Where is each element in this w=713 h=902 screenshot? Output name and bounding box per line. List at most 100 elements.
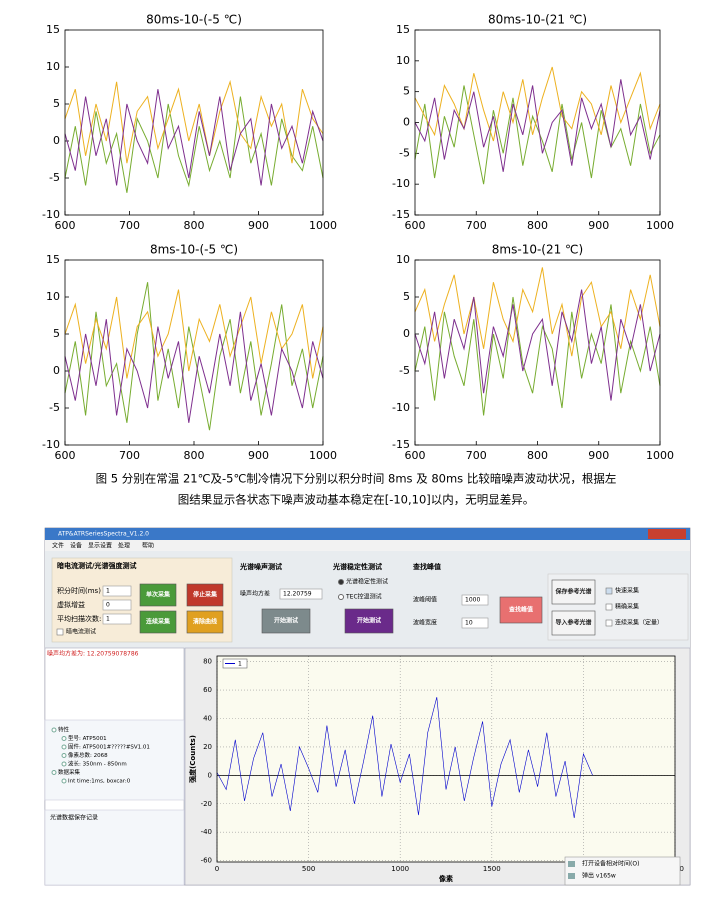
chart-title: 8ms-10-(21 ℃) xyxy=(492,243,583,257)
y-tick-label: -5 xyxy=(49,401,60,414)
label: 光谱噪声测试 xyxy=(239,562,282,571)
menu-item: 文件 xyxy=(52,542,64,550)
series-line xyxy=(414,296,661,416)
title-bar xyxy=(45,528,690,540)
value-box xyxy=(279,588,323,600)
tree-item: 数据采集 xyxy=(58,768,81,776)
context-menu-item: 弹出 v165w xyxy=(582,872,616,880)
button[interactable] xyxy=(139,583,177,607)
checkbox[interactable] xyxy=(605,587,613,595)
x-tick-label: 500 xyxy=(302,865,315,873)
button[interactable] xyxy=(186,610,224,634)
label: 快速采集 xyxy=(615,587,639,595)
checkbox[interactable] xyxy=(56,628,64,636)
button[interactable] xyxy=(261,608,311,634)
label: 暗电流测试/光谱强度测试 xyxy=(57,561,137,570)
button-label: 查找峰值 xyxy=(508,606,533,614)
button-label: 开始测试 xyxy=(357,617,381,625)
button[interactable] xyxy=(551,610,596,636)
checkbox[interactable] xyxy=(605,619,613,627)
tree-node[interactable] xyxy=(61,744,67,750)
button[interactable] xyxy=(186,583,224,607)
noise-result: 噪声均方差为: 12.20759078786 xyxy=(47,650,139,658)
y-tick-label: 10 xyxy=(396,253,410,266)
window-title: ATP&ATRSeriesSpectra_V1.2.0 xyxy=(58,531,149,538)
tree-node[interactable] xyxy=(51,727,57,733)
label: 10 xyxy=(465,620,473,627)
radio[interactable] xyxy=(338,579,344,585)
x-tick-label: 700 xyxy=(119,219,140,232)
menu-item: 设备 xyxy=(70,542,82,550)
y-tick-label: 0 xyxy=(208,771,212,779)
label: 光谱稳定性测试 xyxy=(332,562,382,571)
y-tick-label: 15 xyxy=(46,23,60,36)
plot-border xyxy=(414,29,661,216)
plot-border xyxy=(64,29,324,216)
button-label: 开始测试 xyxy=(274,617,298,625)
series-line xyxy=(414,79,661,172)
label: 波峰宽度 xyxy=(413,619,437,627)
x-axis-label: 像素 xyxy=(438,874,453,883)
radio[interactable] xyxy=(338,594,344,600)
input[interactable] xyxy=(102,613,132,625)
tree-pane xyxy=(44,719,185,801)
spin-box[interactable] xyxy=(461,594,489,606)
window-controls[interactable] xyxy=(648,529,686,539)
plot-border xyxy=(414,259,661,446)
button-label: 清除曲线 xyxy=(193,618,217,626)
button[interactable] xyxy=(499,596,543,624)
series-line xyxy=(64,289,324,379)
label: 波峰阈值 xyxy=(413,596,437,604)
tree-node[interactable] xyxy=(51,770,57,775)
tree-item: 像素总数: 2068 xyxy=(68,751,108,759)
button-label: 停止采集 xyxy=(193,591,218,599)
x-tick-label: 700 xyxy=(466,449,487,462)
menu-bar xyxy=(45,540,690,551)
chart-title: 80ms-10-(-5 ℃) xyxy=(146,13,242,27)
spin-box[interactable] xyxy=(461,617,489,629)
button[interactable] xyxy=(139,610,177,634)
label: 12.20759 xyxy=(283,591,312,598)
y-tick-label: -60 xyxy=(201,857,212,865)
y-tick-label: 80 xyxy=(203,658,212,666)
y-tick-label: -10 xyxy=(42,208,60,221)
legend-label: 1 xyxy=(238,661,242,668)
y-tick-label: 0 xyxy=(403,116,410,129)
button-label: 单次采集 xyxy=(146,591,171,599)
menu-item: 帮助 xyxy=(142,542,154,550)
tree-node[interactable] xyxy=(61,761,67,767)
checkbox[interactable] xyxy=(605,603,613,611)
log-title: 光谱数据保存记录 xyxy=(50,814,98,822)
tree-item: 特性 xyxy=(58,726,70,734)
menu-item: 处理 xyxy=(118,542,130,550)
y-tick-label: -5 xyxy=(399,364,410,377)
label: 光谱稳定性测试 xyxy=(346,578,388,586)
x-tick-label: 1000 xyxy=(391,865,409,873)
plot-border xyxy=(216,655,676,863)
tree-node[interactable] xyxy=(61,753,67,758)
y-tick-label: 0 xyxy=(53,134,60,147)
label: 查找峰值 xyxy=(413,562,441,571)
input[interactable] xyxy=(102,585,132,597)
label: 1 xyxy=(106,616,110,623)
x-tick-label: 900 xyxy=(248,219,269,232)
y-tick-label: 20 xyxy=(203,743,212,751)
dropdown[interactable] xyxy=(102,599,132,611)
label: 连续采集（定量） xyxy=(615,619,663,627)
x-tick-label: 600 xyxy=(405,219,426,232)
x-tick-label: 900 xyxy=(588,449,609,462)
y-tick-label: 5 xyxy=(403,290,410,303)
context-menu xyxy=(564,856,681,886)
y-tick-label: 5 xyxy=(53,327,60,340)
button[interactable] xyxy=(551,579,596,605)
y-tick-label: -10 xyxy=(392,401,410,414)
y-tick-label: -5 xyxy=(49,171,60,184)
button[interactable] xyxy=(344,608,394,634)
y-tick-label: 10 xyxy=(396,54,410,67)
tree-node[interactable] xyxy=(61,778,67,784)
tree-node[interactable] xyxy=(61,736,67,741)
x-tick-label: 600 xyxy=(55,219,76,232)
x-tick-label: 700 xyxy=(466,219,487,232)
y-tick-label: -20 xyxy=(201,800,212,808)
